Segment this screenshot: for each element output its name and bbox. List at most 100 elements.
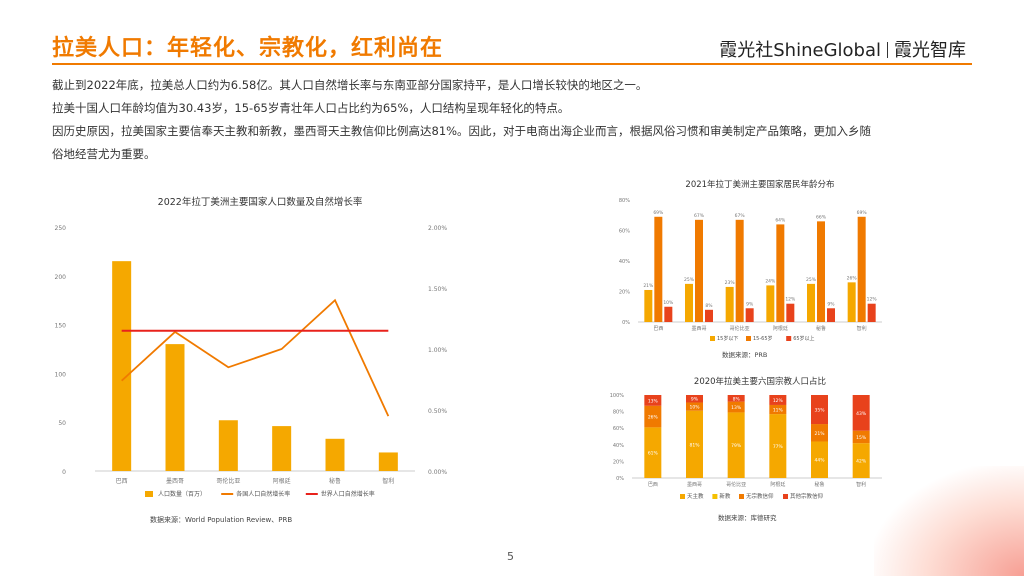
chart2-data-label: 9% [827,301,835,307]
chart2-bar [827,308,835,322]
chart1-bar [272,426,292,471]
chart2-category-label: 智利 [857,325,867,332]
chart3-legend-swatch [783,494,788,499]
chart3-data-label: 8% [733,396,741,402]
chart2-data-label: 69% [857,210,868,216]
chart3-segment [852,395,870,431]
chart3-data-label: 13% [648,398,659,404]
page-number: 5 [507,550,514,563]
chart3-category-label: 智利 [856,481,866,488]
chart1-category-label: 智利 [382,477,394,485]
chart2-category-label: 阿根廷 [773,325,788,332]
chart2-data-label: 12% [867,297,878,303]
chart1-bar [325,438,345,471]
chart3-segment [769,414,787,478]
chart1-legend-swatch [145,491,153,497]
chart3-segment [811,441,828,478]
chart2-data-label: 64% [775,217,786,223]
chart2-bar [786,303,795,322]
chart3-legend-swatch [739,494,744,499]
chart3-data-label: 42% [856,459,867,465]
chart2-source: 数据来源：PRB [722,350,767,359]
chart3-title: 2020年拉美主要六国宗教人口占比 [694,376,826,387]
chart3-legend-label: 其他宗教信仰 [790,492,824,500]
chart2-data-label: 66% [816,214,827,220]
chart2-bar [776,224,785,322]
chart2-y-tick: 40% [619,259,630,265]
chart3-data-label: 43% [856,411,867,417]
chart2-data-label: 69% [653,210,664,216]
chart3-y-tick: 0% [616,476,624,482]
chart3-data-label: 26% [648,415,659,421]
paragraph-4: 俗地经营尤为重要。 [52,147,156,161]
religion-share-chart: 2020年拉美主要六国宗教人口占比 0% 20% 40% 60% 80% 100% 61% 26… [610,376,882,522]
chart3-data-label: 15% [856,435,867,441]
chart3-segment [852,443,870,478]
chart2-bar [817,221,825,322]
chart3-data-label: 79% [731,443,742,449]
chart1-left-tick: 50 [58,420,66,427]
chart3-data-label: 12% [773,398,784,404]
chart2-category-label: 巴西 [653,326,663,332]
chart3-data-label: 9% [691,397,699,403]
population-growth-chart: 2022年拉丁美洲主要国家人口数量及自然增长率 0 50 100 150 200 250 0.… [55,196,448,524]
chart2-bar [705,309,713,322]
brand-logo: 霞光社ShineGlobal 霞光智库 [719,36,966,62]
chart2-bar [654,216,663,322]
chart3-segment [644,395,662,406]
chart2-data-label: 8% [705,303,713,309]
chart3-y-tick: 60% [613,426,624,432]
chart1-source: 数据来源：World Population Review、PRB [150,515,292,524]
brand-left: 霞光社ShineGlobal [719,40,881,61]
chart1-title: 2022年拉丁美洲主要国家人口数量及自然增长率 [158,196,363,208]
chart3-segment [727,395,745,402]
chart2-data-label: 25% [684,277,695,283]
chart1-left-tick: 150 [55,323,67,330]
chart3-data-label: 77% [773,444,784,450]
chart1-right-tick: 0.00% [428,469,447,476]
paragraph-3: 因历史原因，拉美国家主要信奉天主教和新教，墨西哥天主教信仰比例高达81%。因此，… [52,124,872,138]
chart2-title: 2021年拉丁美洲主要国家居民年龄分布 [685,179,834,190]
chart1-legend-label: 各国人口自然增长率 [236,490,290,498]
chart2-data-label: 25% [806,277,817,283]
paragraph-2: 拉美十国人口年龄均值为30.43岁，15-65岁青壮年人口占比约为65%，人口结… [52,101,570,115]
chart2-data-label: 23% [725,280,736,286]
chart2-bar [766,285,775,322]
chart1-legend-label: 世界人口自然增长率 [321,490,375,498]
chart1-bar [165,344,185,471]
chart2-data-label: 21% [643,283,654,289]
chart2-legend-swatch [710,336,715,341]
chart3-data-label: 81% [689,442,700,448]
chart2-data-label: 67% [735,213,746,219]
chart3-legend-label: 新教 [719,492,731,500]
chart1-category-label: 哥伦比亚 [216,477,240,485]
chart2-bar [745,308,754,322]
chart3-category-label: 哥伦比亚 [726,481,746,488]
chart1-category-label: 墨西哥 [166,478,184,485]
chart3-segment [769,404,787,415]
chart2-category-label: 秘鲁 [816,325,826,332]
chart2-legend-swatch [746,336,751,341]
chart3-segment [686,402,703,411]
chart1-right-tick: 1.50% [428,286,447,293]
chart2-y-tick: 0% [622,320,630,326]
chart3-y-tick: 40% [613,443,624,449]
chart3-y-tick: 100% [610,393,625,399]
chart3-legend-swatch [680,494,685,499]
chart1-bar [378,452,398,471]
chart2-bar [725,286,734,322]
chart2-category-label: 墨西哥 [691,326,706,332]
chart3-segment [727,401,745,413]
chart1-left-tick: 250 [55,225,67,232]
chart1-category-label: 秘鲁 [329,477,341,485]
chart2-data-label: 9% [746,301,754,307]
chart3-y-tick: 80% [613,410,624,416]
chart2-bar [735,219,744,322]
chart3-data-label: 13% [731,405,742,411]
chart3-segment [811,395,828,425]
chart3-data-label: 61% [648,451,659,457]
chart3-segment [727,412,745,478]
chart2-data-label: 10% [663,300,674,306]
chart1-category-label: 阿根廷 [273,477,291,485]
brand-divider [887,42,888,58]
